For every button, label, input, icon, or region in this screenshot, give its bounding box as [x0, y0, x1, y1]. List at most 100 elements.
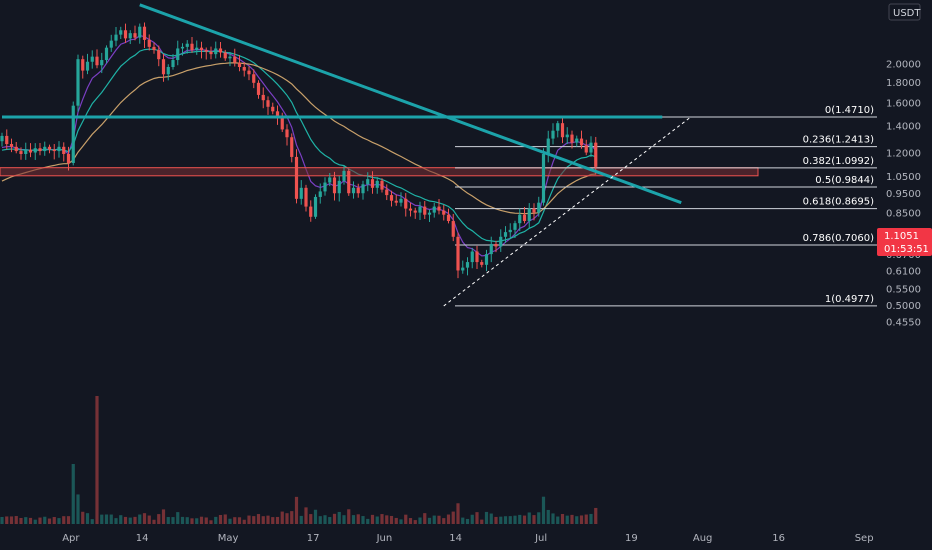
quote-currency-tag[interactable]: USDT — [888, 3, 921, 21]
candle-body[interactable] — [328, 177, 332, 183]
candle-body[interactable] — [223, 52, 227, 59]
candle-body[interactable] — [337, 180, 341, 194]
candle-body[interactable] — [123, 30, 128, 39]
candle-body[interactable] — [432, 206, 436, 213]
candle-body[interactable] — [575, 138, 579, 143]
candle-body[interactable] — [290, 137, 294, 157]
trendlines[interactable] — [2, 3, 692, 307]
candle-body[interactable] — [171, 60, 175, 68]
candle-body[interactable] — [347, 170, 351, 194]
candle-body[interactable] — [24, 149, 28, 154]
candle-body[interactable] — [494, 243, 498, 247]
candle-body[interactable] — [128, 33, 132, 39]
candle-body[interactable] — [318, 191, 322, 197]
candle-body[interactable] — [214, 48, 218, 55]
candle-body[interactable] — [351, 187, 356, 194]
candle-body[interactable] — [109, 40, 113, 48]
candle-body[interactable] — [537, 202, 541, 213]
candle-body[interactable] — [104, 47, 109, 61]
candle-body[interactable] — [100, 60, 104, 66]
candle-body[interactable] — [470, 251, 474, 263]
candle-body[interactable] — [342, 170, 346, 181]
candle-body[interactable] — [446, 214, 451, 222]
candle-body[interactable] — [522, 214, 527, 222]
candle-body[interactable] — [0, 135, 4, 142]
candle-body[interactable] — [546, 138, 550, 154]
candle-body[interactable] — [228, 56, 232, 59]
candle-body[interactable] — [147, 39, 151, 47]
candle-body[interactable] — [475, 251, 479, 263]
candle-body[interactable] — [271, 106, 275, 112]
candle-body[interactable] — [266, 100, 270, 107]
candle-body[interactable] — [261, 94, 265, 101]
candle-body[interactable] — [589, 142, 593, 153]
candle-body[interactable] — [451, 221, 455, 237]
candle-body[interactable] — [119, 30, 123, 35]
candle-body[interactable] — [218, 48, 223, 53]
candle-body[interactable] — [204, 50, 208, 52]
candle-body[interactable] — [508, 229, 512, 233]
candle-body[interactable] — [480, 262, 484, 265]
candle-body[interactable] — [418, 206, 422, 213]
candle-body[interactable] — [28, 149, 33, 153]
candle-body[interactable] — [456, 236, 460, 271]
candle-body[interactable] — [513, 223, 517, 230]
candle-body[interactable] — [152, 46, 156, 51]
candle-body[interactable] — [90, 56, 94, 62]
candle-body[interactable] — [304, 187, 308, 207]
candle-body[interactable] — [294, 156, 299, 199]
candle-body[interactable] — [285, 129, 289, 138]
candle-body[interactable] — [138, 26, 142, 38]
candle-body[interactable] — [247, 70, 251, 75]
candle-body[interactable] — [461, 267, 465, 271]
candle-body[interactable] — [313, 196, 318, 217]
candle-body[interactable] — [33, 148, 37, 153]
price-axis[interactable]: 2.0000 1.8000 1.6000 1.4000 1.2000 1.0500 0.95… — [877, 0, 932, 550]
candle-body[interactable] — [385, 189, 389, 196]
fibonacci-retracement[interactable]: 0(1.4710) 0.236(1.2413) 0.382(1.0992) 0.5(0… — [455, 105, 877, 307]
candle-body[interactable] — [237, 62, 242, 68]
candle-body[interactable] — [323, 182, 327, 192]
candle-body[interactable] — [280, 118, 284, 130]
candle-body[interactable] — [195, 47, 199, 51]
candle-body[interactable] — [465, 262, 470, 268]
candle-body[interactable] — [19, 151, 23, 154]
candlesticks[interactable] — [0, 22, 598, 279]
candle-body[interactable] — [442, 210, 446, 215]
candle-body[interactable] — [389, 195, 394, 201]
candle-body[interactable] — [527, 208, 531, 222]
candle-body[interactable] — [556, 123, 560, 131]
candle-body[interactable] — [47, 146, 52, 150]
candle-body[interactable] — [408, 208, 413, 211]
candle-body[interactable] — [299, 187, 303, 199]
candle-body[interactable] — [85, 61, 90, 71]
candle-body[interactable] — [81, 59, 85, 71]
candle-body[interactable] — [52, 149, 56, 152]
candle-body[interactable] — [423, 206, 427, 215]
candle-body[interactable] — [394, 200, 398, 203]
candle-body[interactable] — [57, 146, 61, 152]
candle-body[interactable] — [252, 74, 256, 83]
candle-body[interactable] — [71, 105, 75, 163]
candle-body[interactable] — [413, 210, 417, 213]
candle-body[interactable] — [185, 43, 189, 47]
candle-body[interactable] — [114, 34, 118, 41]
candle-body[interactable] — [199, 47, 204, 51]
candle-body[interactable] — [361, 184, 365, 194]
ascending-support[interactable] — [443, 116, 692, 307]
candle-body[interactable] — [560, 123, 565, 138]
time-axis[interactable]: Apr 14 May 17 Jun 14 Jul 19 Aug 16 Sep — [0, 525, 877, 550]
candle-body[interactable] — [9, 144, 14, 147]
candle-body[interactable] — [356, 187, 360, 194]
candle-body[interactable] — [133, 33, 137, 38]
candle-body[interactable] — [275, 111, 280, 119]
candle-body[interactable] — [584, 145, 588, 153]
candle-body[interactable] — [484, 254, 489, 265]
candle-body[interactable] — [503, 232, 508, 237]
candle-body[interactable] — [43, 146, 47, 152]
candle-body[interactable] — [157, 50, 161, 60]
candle-body[interactable] — [95, 56, 99, 66]
candle-body[interactable] — [5, 135, 9, 145]
candle-body[interactable] — [532, 208, 536, 213]
candle-body[interactable] — [594, 142, 598, 167]
